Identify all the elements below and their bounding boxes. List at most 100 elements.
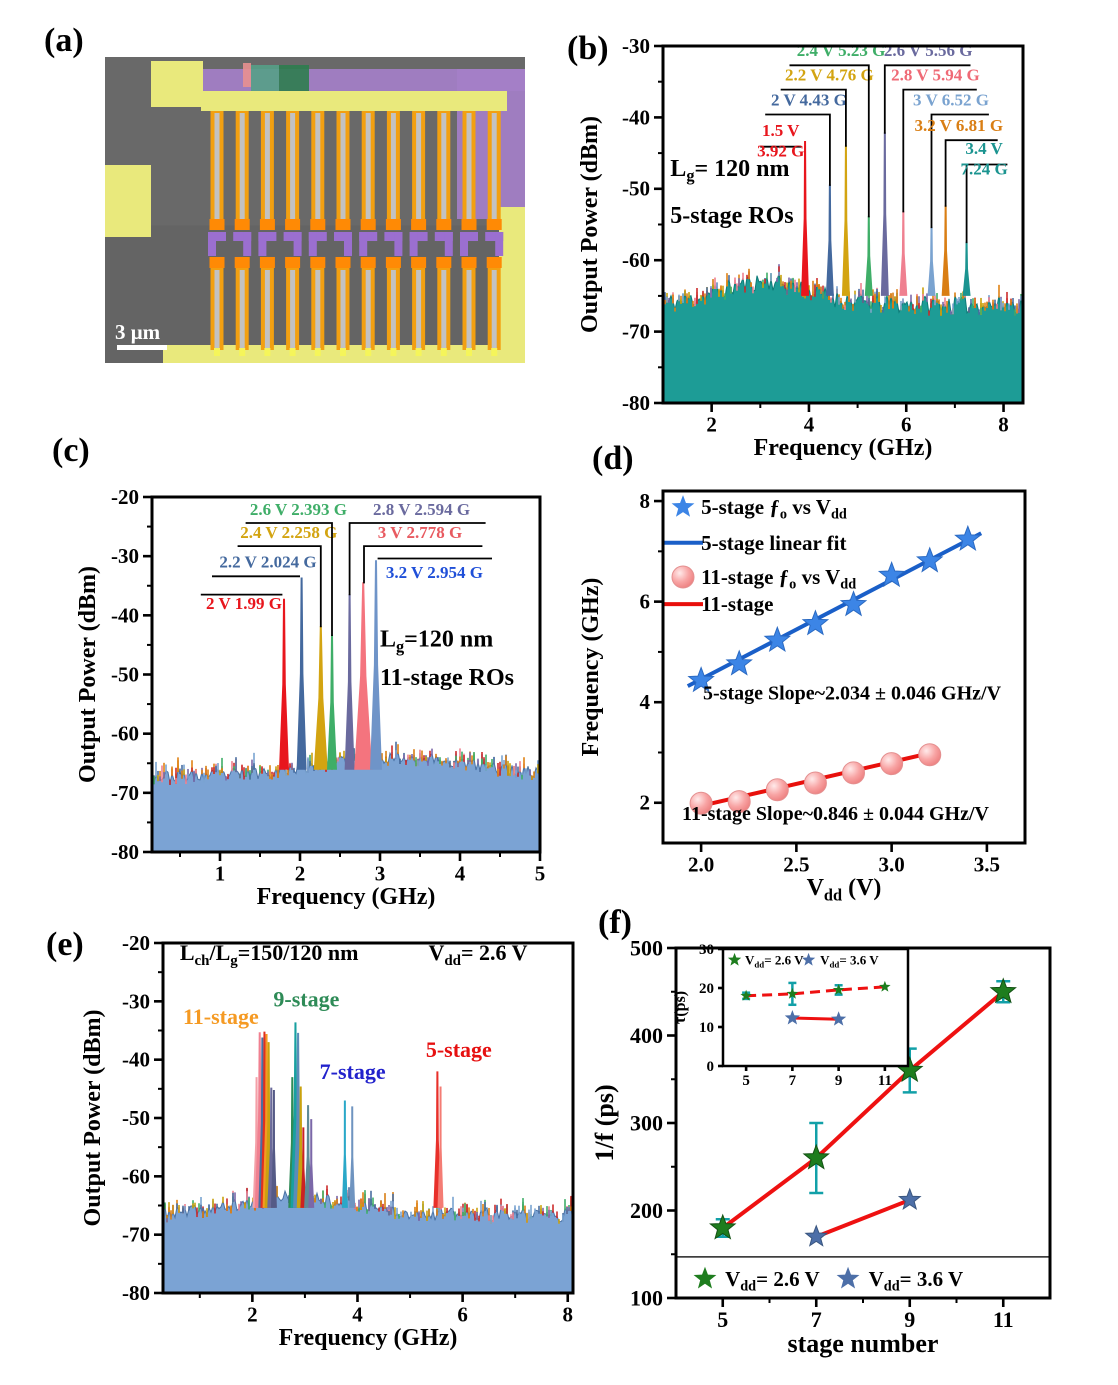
callout-line	[363, 545, 483, 584]
chart-text: Vdd (V)	[807, 875, 882, 904]
chart-text: 3.0	[879, 852, 905, 876]
chart-text: -70	[122, 1223, 150, 1247]
plot-frame	[721, 947, 910, 1068]
chart-text: -60	[122, 1164, 150, 1188]
chart-text: 4	[804, 412, 815, 436]
noise-floor	[662, 273, 1024, 404]
chart-text: 100	[630, 1285, 663, 1310]
spectrum-peak	[341, 1100, 348, 1208]
chart-text: -40	[111, 603, 139, 627]
chart-text: Lg=120 nm	[380, 627, 493, 656]
chart-text: Frequency (GHz)	[257, 884, 436, 910]
chart-text: 5-stage ƒo vs Vdd	[701, 495, 847, 523]
panel-b-chart: 1.5 V 3.92 G 2 V 4.43 G 2.2 V 4.76 G 2.4 V 5…	[577, 34, 1025, 461]
chart-text: Vdd= 2.6 V	[725, 1267, 820, 1295]
spectrum-peak	[296, 577, 307, 770]
chart-text: 500	[630, 935, 663, 960]
chart-text: 11-stage	[183, 1004, 259, 1029]
inset-blue-star	[784, 1010, 800, 1025]
chart-text: 2.8 V 2.594 G	[373, 500, 470, 519]
chart-text: 11-stage	[701, 592, 773, 616]
spectrum-peak	[962, 241, 971, 296]
spectrum-peak	[864, 215, 873, 296]
spectrum-peak	[344, 594, 355, 770]
spectrum-peak	[880, 132, 889, 296]
eleven-stage-sphere	[803, 771, 827, 795]
chart-text: 2	[247, 1302, 258, 1326]
chart-text: 1/f (ps)	[590, 1084, 619, 1161]
callout-line	[883, 64, 971, 134]
spectrum-peak	[308, 1119, 315, 1208]
chart-text: 2.6 V 5.56 G	[884, 41, 973, 60]
legend: Vdd= 2.6 V Vdd= 3.6 V	[693, 1266, 963, 1295]
top-bus	[201, 91, 507, 111]
transistor-column	[434, 111, 453, 356]
spectrum-e: Lch/Lg=150/120 nm Vdd= 2.6 V11-stage9-sta…	[162, 940, 574, 1294]
chart-text: Vdd= 3.6 V	[820, 952, 879, 969]
transistor-column	[359, 111, 378, 356]
eleven-stage-sphere	[918, 743, 942, 767]
spectrum-peak	[841, 145, 850, 296]
data-star	[897, 1187, 922, 1211]
five-stage-star	[725, 649, 753, 676]
transistor-column	[485, 111, 504, 356]
chart-text: -60	[622, 248, 650, 272]
chart-text: 5-stage	[426, 1037, 492, 1062]
panel-d-chart: 5-stage ƒo vs Vdd 5-stage linear fit 11-st…	[578, 489, 1027, 904]
chart-text: 3.5	[974, 852, 1000, 876]
transistor-column	[233, 111, 252, 356]
panel-d: (d) 5-stage ƒo vs Vdd 5-stage linear fit 1…	[560, 438, 1118, 916]
panel-c-chart: 2 V 1.99 G 2.2 V 2.024 G 2.4 V 2.258 G 2.6 …	[75, 485, 545, 910]
pad-right	[499, 207, 525, 363]
callout-line	[780, 88, 847, 147]
panel-c: (c) 2 V 1.99 G 2.2 V 2.024 G 2.4 V 2.258 G…	[40, 430, 588, 916]
chart-text: 400	[630, 1023, 663, 1048]
spectrum-peaks	[801, 132, 971, 296]
y-axis-title: Output Power (dBm)	[80, 1010, 106, 1227]
spectrum-peak	[899, 210, 908, 296]
chart-text: 4	[640, 690, 651, 714]
chart-text: 3	[375, 861, 386, 885]
five-stage-star	[687, 666, 715, 693]
chart-text: 4	[352, 1302, 363, 1326]
transistor-column	[384, 111, 403, 356]
spectrum-b: 1.5 V 3.92 G 2 V 4.43 G 2.2 V 4.76 G 2.4 V 5…	[662, 41, 1024, 404]
spectrum-peak	[927, 226, 936, 296]
eleven-stage-sphere	[727, 790, 751, 814]
chart-text: τ(ps)	[672, 991, 689, 1024]
spectrum-peaks	[252, 1022, 444, 1208]
chart-text: -50	[122, 1106, 150, 1130]
callout-line	[944, 139, 998, 207]
green-series-line	[721, 990, 1005, 1230]
chart-text: -20	[122, 931, 150, 955]
chart-text: -20	[111, 485, 139, 509]
chart-text: -40	[122, 1048, 150, 1072]
scale-bar	[117, 345, 167, 350]
eleven-stage-sphere	[880, 752, 904, 776]
panel-d-label: (d)	[592, 440, 634, 477]
chart-text: 2.5	[783, 852, 809, 876]
chart-text: 2	[640, 791, 651, 815]
callout-line	[789, 64, 870, 218]
chart-text: 2.8 V 5.94 G	[891, 65, 980, 84]
chart-text: -30	[122, 989, 150, 1013]
chart-text: 3 μm	[115, 320, 161, 344]
panel-e-chart: Lch/Lg=150/120 nm Vdd= 2.6 V11-stage9-sta…	[80, 931, 575, 1351]
plot-frame	[161, 941, 575, 1295]
chart-text: Lg= 120 nm	[670, 156, 789, 185]
legend-star-icon	[836, 1266, 860, 1289]
chart-text: -70	[111, 781, 139, 805]
chart-text: Output Power (dBm)	[577, 116, 603, 333]
chart-text: Output Power (dBm)	[75, 566, 101, 783]
starline-f: Vdd= 2.6 V Vdd= 3.6 V	[676, 977, 1050, 1295]
sem-image: 3 μm	[105, 57, 525, 363]
panel-a: (a) 3 μm	[40, 20, 560, 398]
chart-text: 5-stage ROs	[670, 203, 793, 229]
chart-text: Frequency (GHz)	[578, 578, 604, 757]
callout-line	[930, 113, 989, 229]
transistor-column	[283, 111, 302, 356]
pad-top-left	[151, 61, 203, 107]
data-star	[804, 1224, 829, 1247]
chart-text: Frequency (GHz)	[279, 1325, 458, 1351]
